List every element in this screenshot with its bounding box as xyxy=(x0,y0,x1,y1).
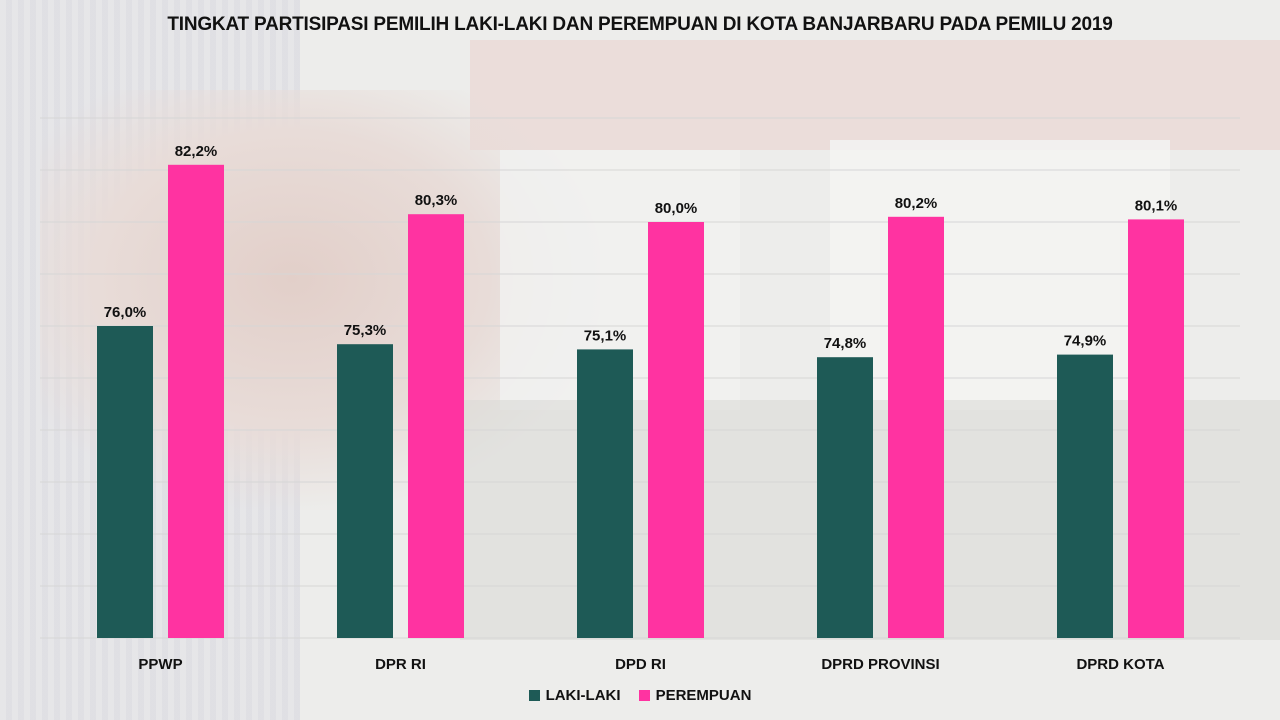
data-label: 74,9% xyxy=(1064,333,1107,350)
legend-item-laki-laki: LAKI-LAKI xyxy=(528,687,621,704)
data-label: 80,1% xyxy=(1135,197,1178,214)
data-label: 80,0% xyxy=(655,200,698,217)
data-label: 80,2% xyxy=(895,195,938,212)
bar-perempuan xyxy=(1128,219,1184,638)
legend-swatch-perempuan xyxy=(638,690,650,701)
gridlines xyxy=(40,117,1240,639)
bar-laki-laki xyxy=(337,344,393,638)
legend: LAKI-LAKI PEREMPUAN xyxy=(0,687,1280,704)
data-label: 75,3% xyxy=(344,322,387,339)
bar-perempuan xyxy=(168,164,224,639)
legend-label-laki-laki: LAKI-LAKI xyxy=(545,687,621,704)
legend-swatch-laki-laki xyxy=(528,690,540,701)
bars xyxy=(97,164,1184,639)
category-label: DPRD KOTA xyxy=(1076,656,1164,673)
bar-laki-laki xyxy=(97,326,153,638)
data-label: 80,3% xyxy=(415,192,458,209)
bar-perempuan xyxy=(408,214,464,638)
data-label: 82,2% xyxy=(175,143,218,160)
category-label: PPWP xyxy=(138,656,182,673)
category-label: DPD RI xyxy=(615,656,666,673)
bar-laki-laki xyxy=(577,349,633,638)
chart-title: TINGKAT PARTISIPASI PEMILIH LAKI-LAKI DA… xyxy=(167,14,1113,35)
bar-perempuan xyxy=(888,216,944,639)
bar-laki-laki xyxy=(817,357,873,638)
data-label: 75,1% xyxy=(584,327,627,344)
bar-laki-laki xyxy=(1057,354,1113,638)
category-label: DPR RI xyxy=(375,656,426,673)
category-labels: PPWP DPR RI DPD RI DPRD PROVINSI DPRD KOTA xyxy=(138,656,1164,673)
data-label: 76,0% xyxy=(104,304,147,321)
data-label: 74,8% xyxy=(824,335,867,352)
bar-perempuan xyxy=(648,222,704,638)
legend-item-perempuan: PEREMPUAN xyxy=(638,687,752,704)
data-labels: 76,0% 82,2% 75,3% 80,3% 75,1% 80,0% 74,8% 80,2%… xyxy=(104,143,1178,352)
legend-label-perempuan: PEREMPUAN xyxy=(655,687,752,704)
category-label: DPRD PROVINSI xyxy=(821,656,939,673)
